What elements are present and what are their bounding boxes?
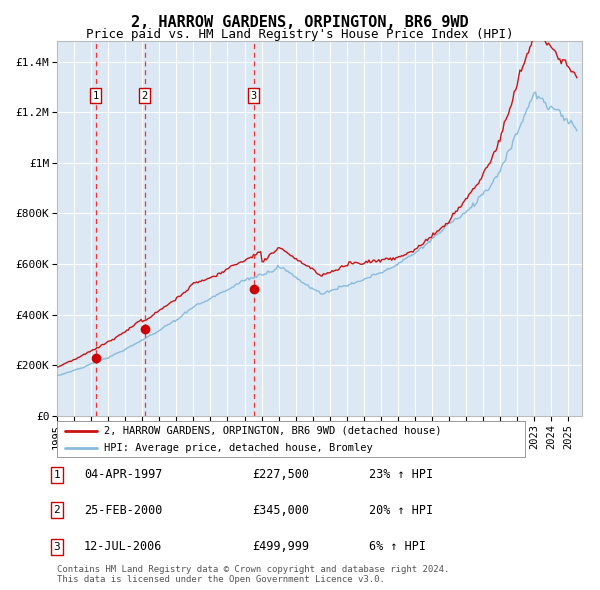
Text: HPI: Average price, detached house, Bromley: HPI: Average price, detached house, Brom… xyxy=(104,443,373,453)
Text: 04-APR-1997: 04-APR-1997 xyxy=(84,468,163,481)
Text: 2: 2 xyxy=(53,506,61,515)
Text: £345,000: £345,000 xyxy=(252,504,309,517)
Text: 25-FEB-2000: 25-FEB-2000 xyxy=(84,504,163,517)
Text: 1: 1 xyxy=(92,91,98,101)
Text: 23% ↑ HPI: 23% ↑ HPI xyxy=(369,468,433,481)
Text: 2: 2 xyxy=(142,91,148,101)
Text: 12-JUL-2006: 12-JUL-2006 xyxy=(84,540,163,553)
Text: £227,500: £227,500 xyxy=(252,468,309,481)
Text: 20% ↑ HPI: 20% ↑ HPI xyxy=(369,504,433,517)
Text: 1: 1 xyxy=(53,470,61,480)
Text: Contains HM Land Registry data © Crown copyright and database right 2024.
This d: Contains HM Land Registry data © Crown c… xyxy=(57,565,449,584)
Text: Price paid vs. HM Land Registry's House Price Index (HPI): Price paid vs. HM Land Registry's House … xyxy=(86,28,514,41)
Text: 2, HARROW GARDENS, ORPINGTON, BR6 9WD (detached house): 2, HARROW GARDENS, ORPINGTON, BR6 9WD (d… xyxy=(104,425,442,435)
Text: £499,999: £499,999 xyxy=(252,540,309,553)
Text: 3: 3 xyxy=(250,91,257,101)
Text: 3: 3 xyxy=(53,542,61,552)
Text: 2, HARROW GARDENS, ORPINGTON, BR6 9WD: 2, HARROW GARDENS, ORPINGTON, BR6 9WD xyxy=(131,15,469,30)
Text: 6% ↑ HPI: 6% ↑ HPI xyxy=(369,540,426,553)
